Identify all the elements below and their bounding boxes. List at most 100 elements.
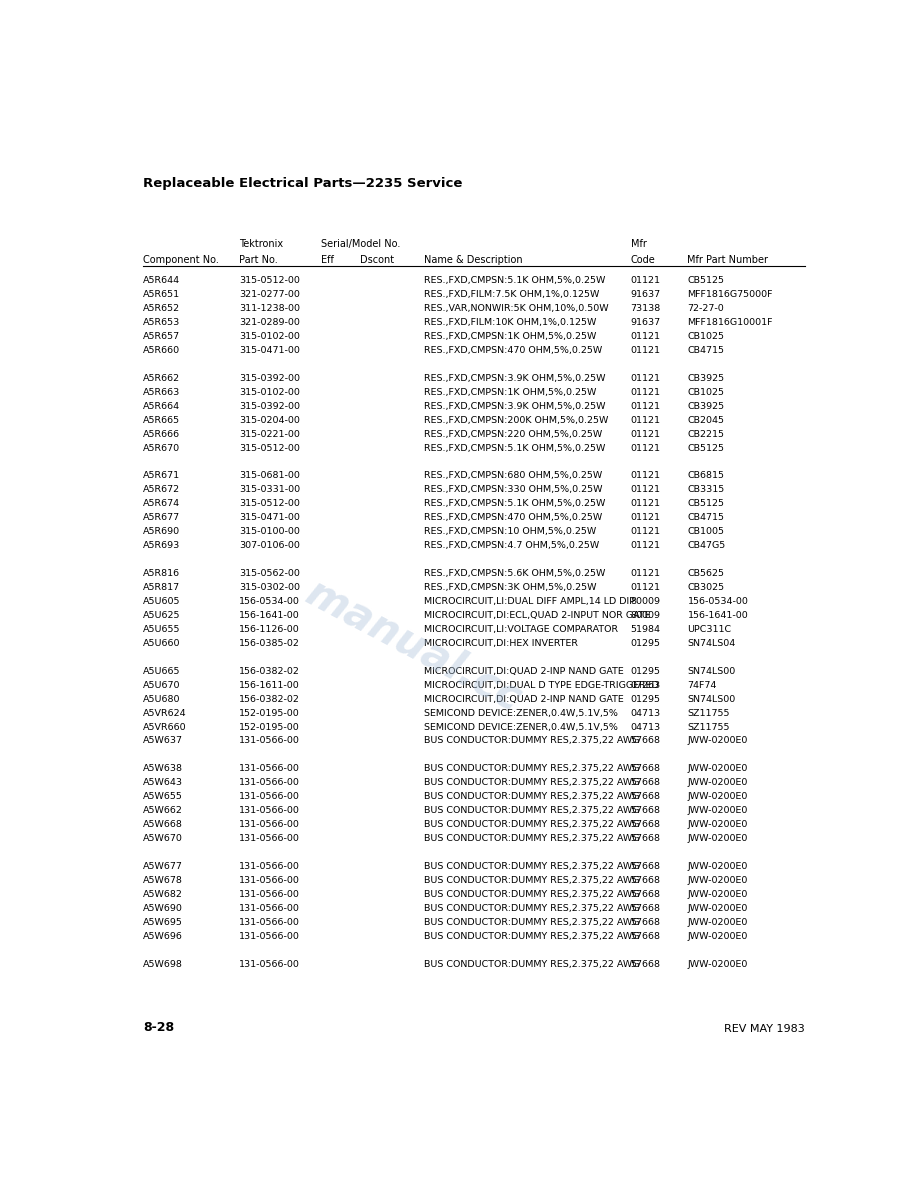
Text: A5W682: A5W682 (143, 890, 183, 899)
Text: A5R817: A5R817 (143, 583, 180, 592)
Text: SEMICOND DEVICE:ZENER,0.4W,5.1V,5%: SEMICOND DEVICE:ZENER,0.4W,5.1V,5% (424, 708, 618, 718)
Text: 01121: 01121 (631, 542, 661, 550)
Text: RES.,FXD,CMPSN:1K OHM,5%,0.25W: RES.,FXD,CMPSN:1K OHM,5%,0.25W (424, 331, 597, 341)
Text: 57668: 57668 (631, 792, 661, 801)
Text: MICROCIRCUIT,DI:QUAD 2-INP NAND GATE: MICROCIRCUIT,DI:QUAD 2-INP NAND GATE (424, 695, 624, 703)
Text: A5U655: A5U655 (143, 625, 181, 634)
Text: Part No.: Part No. (240, 255, 278, 265)
Text: MFF1816G10001F: MFF1816G10001F (688, 318, 773, 327)
Text: 315-0102-00: 315-0102-00 (240, 387, 300, 397)
Text: 311-1238-00: 311-1238-00 (240, 304, 300, 312)
Text: 131-0566-00: 131-0566-00 (240, 807, 300, 815)
Text: CB5625: CB5625 (688, 569, 724, 579)
Text: CB5125: CB5125 (688, 499, 724, 508)
Text: A5U625: A5U625 (143, 611, 181, 620)
Text: 01121: 01121 (631, 276, 661, 285)
Text: BUS CONDUCTOR:DUMMY RES,2.375,22 AWG: BUS CONDUCTOR:DUMMY RES,2.375,22 AWG (424, 737, 640, 745)
Text: CB3315: CB3315 (688, 486, 724, 494)
Text: SN74LS00: SN74LS00 (688, 666, 735, 676)
Text: A5W690: A5W690 (143, 904, 183, 912)
Text: 57668: 57668 (631, 960, 661, 968)
Text: 8-28: 8-28 (143, 1022, 174, 1035)
Text: 131-0566-00: 131-0566-00 (240, 904, 300, 912)
Text: JWW-0200E0: JWW-0200E0 (688, 764, 748, 773)
Text: BUS CONDUCTOR:DUMMY RES,2.375,22 AWG: BUS CONDUCTOR:DUMMY RES,2.375,22 AWG (424, 834, 640, 843)
Text: 315-0100-00: 315-0100-00 (240, 527, 300, 536)
Text: CB1005: CB1005 (688, 527, 724, 536)
Text: 01121: 01121 (631, 387, 661, 397)
Text: A5U660: A5U660 (143, 639, 181, 647)
Text: A5W677: A5W677 (143, 862, 183, 871)
Text: MICROCIRCUIT,DI:HEX INVERTER: MICROCIRCUIT,DI:HEX INVERTER (424, 639, 578, 647)
Text: 152-0195-00: 152-0195-00 (240, 722, 300, 732)
Text: Eff: Eff (321, 255, 334, 265)
Text: BUS CONDUCTOR:DUMMY RES,2.375,22 AWG: BUS CONDUCTOR:DUMMY RES,2.375,22 AWG (424, 764, 640, 773)
Text: JWW-0200E0: JWW-0200E0 (688, 792, 748, 801)
Text: Serial/Model No.: Serial/Model No. (321, 239, 400, 248)
Text: A5R660: A5R660 (143, 346, 180, 355)
Text: 315-0392-00: 315-0392-00 (240, 402, 300, 411)
Text: A5W678: A5W678 (143, 876, 183, 885)
Text: A5R690: A5R690 (143, 527, 180, 536)
Text: A5R663: A5R663 (143, 387, 181, 397)
Text: BUS CONDUCTOR:DUMMY RES,2.375,22 AWG: BUS CONDUCTOR:DUMMY RES,2.375,22 AWG (424, 807, 640, 815)
Text: 131-0566-00: 131-0566-00 (240, 778, 300, 788)
Text: SZ11755: SZ11755 (688, 708, 730, 718)
Text: A5R674: A5R674 (143, 499, 180, 508)
Text: manual.cc: manual.cc (298, 571, 529, 720)
Text: 156-1611-00: 156-1611-00 (240, 681, 300, 690)
Text: RES.,FXD,CMPSN:470 OHM,5%,0.25W: RES.,FXD,CMPSN:470 OHM,5%,0.25W (424, 513, 602, 523)
Text: MICROCIRCUIT,LI:VOLTAGE COMPARATOR: MICROCIRCUIT,LI:VOLTAGE COMPARATOR (424, 625, 619, 634)
Text: A5W698: A5W698 (143, 960, 183, 968)
Text: RES.,FXD,CMPSN:5.1K OHM,5%,0.25W: RES.,FXD,CMPSN:5.1K OHM,5%,0.25W (424, 443, 606, 453)
Text: A5W643: A5W643 (143, 778, 184, 788)
Text: 57668: 57668 (631, 931, 661, 941)
Text: Tektronix: Tektronix (240, 239, 284, 248)
Text: 131-0566-00: 131-0566-00 (240, 862, 300, 871)
Text: A5R651: A5R651 (143, 290, 180, 299)
Text: 131-0566-00: 131-0566-00 (240, 737, 300, 745)
Text: 01121: 01121 (631, 486, 661, 494)
Text: 156-1641-00: 156-1641-00 (240, 611, 300, 620)
Text: 91637: 91637 (631, 290, 661, 299)
Text: A5W696: A5W696 (143, 931, 183, 941)
Text: CB3925: CB3925 (688, 402, 724, 411)
Text: 57668: 57668 (631, 890, 661, 899)
Text: A5U670: A5U670 (143, 681, 181, 690)
Text: SN74LS00: SN74LS00 (688, 695, 735, 703)
Text: A5R662: A5R662 (143, 374, 180, 383)
Text: 01121: 01121 (631, 416, 661, 424)
Text: CB1025: CB1025 (688, 331, 724, 341)
Text: 131-0566-00: 131-0566-00 (240, 876, 300, 885)
Text: A5W655: A5W655 (143, 792, 183, 801)
Text: Code: Code (631, 255, 655, 265)
Text: 01121: 01121 (631, 346, 661, 355)
Text: 04713: 04713 (631, 722, 661, 732)
Text: BUS CONDUCTOR:DUMMY RES,2.375,22 AWG: BUS CONDUCTOR:DUMMY RES,2.375,22 AWG (424, 890, 640, 899)
Text: 131-0566-00: 131-0566-00 (240, 764, 300, 773)
Text: 01295: 01295 (631, 695, 661, 703)
Text: A5R653: A5R653 (143, 318, 181, 327)
Text: A5R664: A5R664 (143, 402, 180, 411)
Text: 315-0221-00: 315-0221-00 (240, 430, 300, 438)
Text: SN74LS04: SN74LS04 (688, 639, 735, 647)
Text: A5R672: A5R672 (143, 486, 180, 494)
Text: 315-0471-00: 315-0471-00 (240, 513, 300, 523)
Text: 01121: 01121 (631, 430, 661, 438)
Text: Name & Description: Name & Description (424, 255, 523, 265)
Text: 315-0681-00: 315-0681-00 (240, 472, 300, 480)
Text: 315-0471-00: 315-0471-00 (240, 346, 300, 355)
Text: RES.,FXD,CMPSN:10 OHM,5%,0.25W: RES.,FXD,CMPSN:10 OHM,5%,0.25W (424, 527, 597, 536)
Text: 315-0392-00: 315-0392-00 (240, 374, 300, 383)
Text: 315-0512-00: 315-0512-00 (240, 443, 300, 453)
Text: MFF1816G75000F: MFF1816G75000F (688, 290, 773, 299)
Text: 321-0289-00: 321-0289-00 (240, 318, 300, 327)
Text: 04713: 04713 (631, 708, 661, 718)
Text: RES.,FXD,CMPSN:470 OHM,5%,0.25W: RES.,FXD,CMPSN:470 OHM,5%,0.25W (424, 346, 602, 355)
Text: 57668: 57668 (631, 778, 661, 788)
Text: JWW-0200E0: JWW-0200E0 (688, 834, 748, 843)
Text: RES.,FXD,CMPSN:3.9K OHM,5%,0.25W: RES.,FXD,CMPSN:3.9K OHM,5%,0.25W (424, 402, 606, 411)
Text: 57668: 57668 (631, 807, 661, 815)
Text: 01121: 01121 (631, 472, 661, 480)
Text: SEMICOND DEVICE:ZENER,0.4W,5.1V,5%: SEMICOND DEVICE:ZENER,0.4W,5.1V,5% (424, 722, 618, 732)
